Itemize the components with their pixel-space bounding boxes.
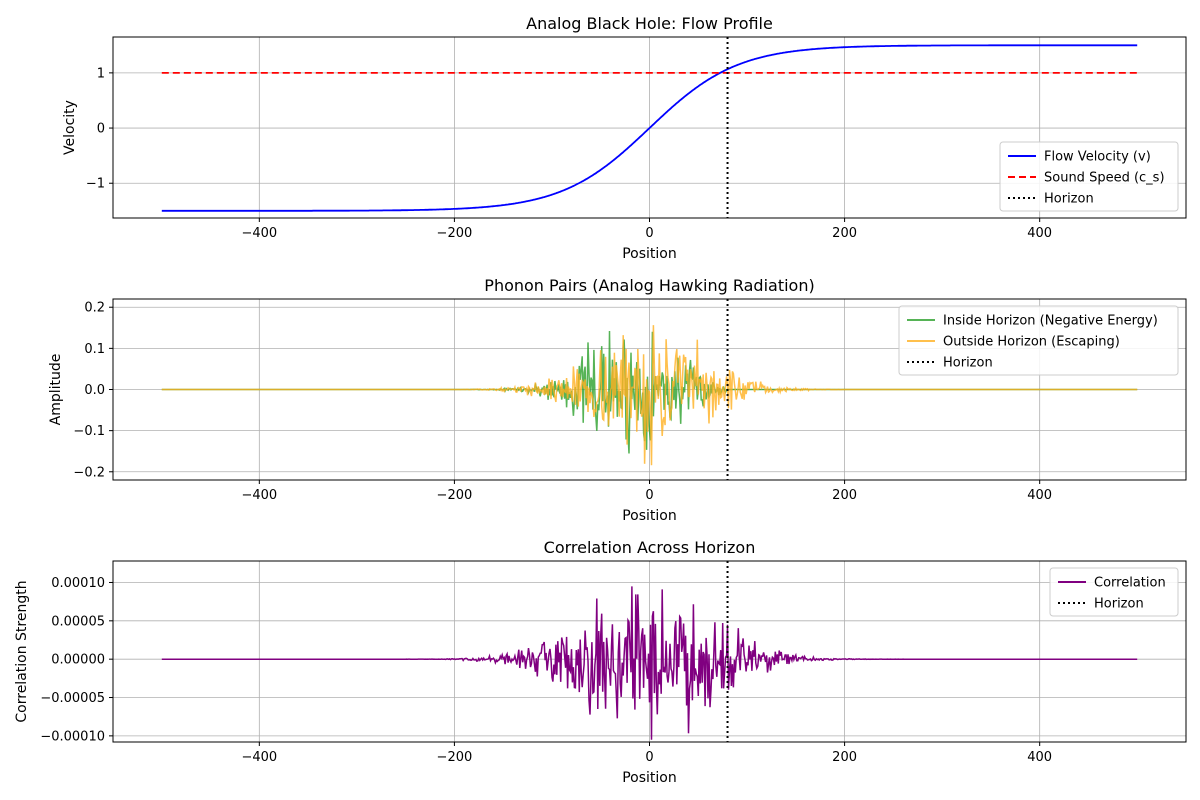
y-tick-label: 0.1: [84, 342, 105, 357]
x-tick-label: −400: [241, 750, 277, 765]
y-tick-label: 0.2: [84, 301, 105, 316]
series-line-2: [161, 325, 1138, 466]
x-axis-label: Position: [622, 770, 677, 786]
y-tick-label: 0.00005: [51, 614, 105, 629]
x-tick-label: 0: [645, 750, 653, 765]
legend-label: Correlation: [1094, 576, 1166, 591]
chart-panel-2: −400 −200 0 200 400 −0.2 −0.1 0.0 0.1 0.2 Phonon P…: [48, 276, 1187, 524]
y-tick-label: 0.00010: [51, 576, 105, 591]
x-tick-label: −200: [437, 750, 473, 765]
chart-title: Phonon Pairs (Analog Hawking Radiation): [484, 276, 814, 295]
x-tick-label: 0: [645, 226, 653, 241]
series-line-1: [161, 44, 1138, 212]
chart-panel-1: −400 −200 0 200 400 −1 0 1 Analog Black Hole: Fl…: [62, 14, 1187, 262]
y-tick-label: −0.1: [73, 424, 105, 439]
x-tick-label: 400: [1027, 226, 1052, 241]
x-tick-label: −400: [241, 488, 277, 503]
y-axis-label: Correlation Strength: [14, 580, 30, 722]
legend-box: [999, 141, 1179, 212]
y-tick-label: −0.2: [73, 465, 105, 480]
y-tick-label: 0.00000: [51, 653, 105, 668]
y-axis-label: Velocity: [62, 100, 78, 155]
x-tick-label: 0: [645, 488, 653, 503]
chart-title: Correlation Across Horizon: [544, 538, 756, 557]
x-tick-label: 200: [832, 488, 857, 503]
legend: Correlation Horizon: [1049, 567, 1179, 617]
legend-label: Horizon: [1094, 597, 1144, 612]
x-tick-label: 400: [1027, 488, 1052, 503]
x-tick-label: 200: [832, 226, 857, 241]
legend-label: Outside Horizon (Escaping): [943, 335, 1120, 350]
x-tick-label: −200: [437, 226, 473, 241]
x-tick-label: −200: [437, 488, 473, 503]
legend: Inside Horizon (Negative Energy) Outside …: [898, 305, 1179, 376]
y-tick-label: −0.00005: [40, 691, 105, 706]
y-tick-label: 0.0: [84, 383, 105, 398]
y-tick-label: −0.00010: [40, 729, 105, 744]
x-axis-label: Position: [622, 508, 677, 524]
x-tick-label: 400: [1027, 750, 1052, 765]
y-axis-label: Amplitude: [48, 354, 64, 426]
y-tick-label: −1: [86, 177, 105, 192]
legend: Flow Velocity (v) Sound Speed (c_s) Horizo…: [999, 141, 1179, 212]
chart-panel-3: −400 −200 0 200 400 −0.00010 −0.00005 0.00000 0.…: [14, 538, 1187, 786]
legend-label: Sound Speed (c_s): [1044, 171, 1165, 186]
legend-label: Horizon: [943, 356, 993, 371]
legend-box: [1049, 567, 1179, 617]
x-tick-label: 200: [832, 750, 857, 765]
legend-box: [898, 305, 1179, 376]
legend-label: Flow Velocity (v): [1044, 150, 1151, 165]
legend-label: Inside Horizon (Negative Energy): [943, 314, 1158, 329]
legend-label: Horizon: [1044, 192, 1094, 207]
x-axis-label: Position: [622, 246, 677, 262]
x-tick-label: −400: [241, 226, 277, 241]
series-line-1: [161, 586, 1138, 740]
y-tick-label: 1: [97, 66, 105, 81]
y-tick-label: 0: [97, 122, 105, 137]
chart-title: Analog Black Hole: Flow Profile: [526, 14, 773, 33]
